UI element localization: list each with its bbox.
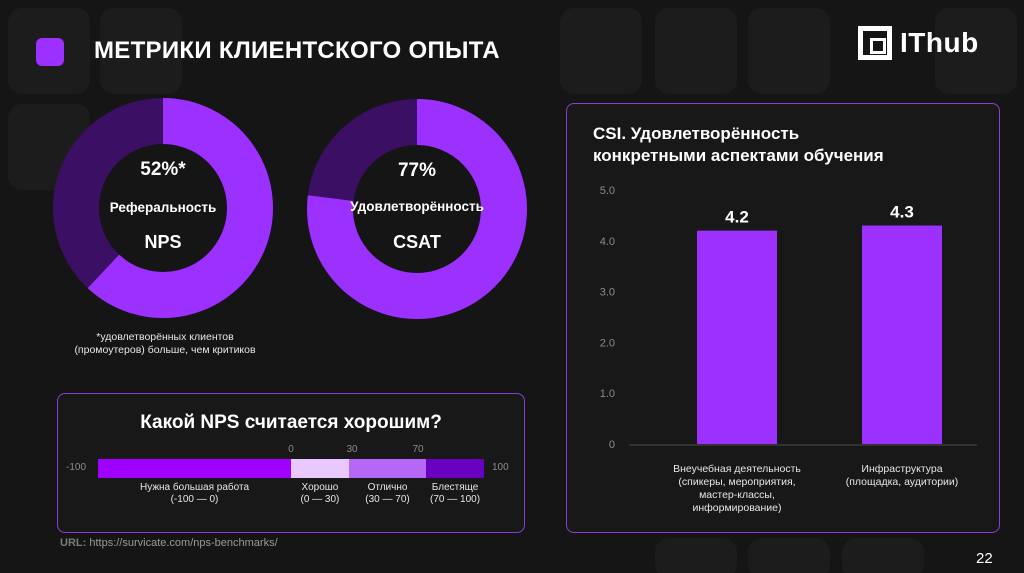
bar-2 [862, 225, 942, 444]
csi-chart-title: CSI. Удовлетворённость конкретными аспек… [593, 123, 993, 167]
title-accent-square [36, 38, 64, 66]
y-tick-label: 0 [609, 439, 615, 451]
caption-line: Отлично [367, 482, 408, 493]
category-label-line: Инфраструктура [861, 463, 942, 475]
csi-bar-chart: 0 1.0 2.0 3.0 4.0 5.0 4.2 Внеучебная деятельнос… [600, 185, 977, 514]
source-url-label: URL: [60, 537, 87, 549]
csi-chart-panel: CSI. Удовлетворённость конкретными аспек… [566, 103, 1000, 533]
footnote-line: (промоутеров) больше, чем критиков [74, 344, 256, 356]
category-label-line: (спикеры, мероприятия, [678, 476, 795, 488]
caption-line: Блестяще [431, 482, 479, 493]
nps-donut: 52%* Реферальность NPS [52, 97, 274, 319]
scale-min-label: -100 [66, 462, 87, 473]
scale-tick-30: 30 [346, 444, 358, 455]
caption-line: (30 — 70) [365, 494, 410, 505]
source-url-link[interactable]: https://survicate.com/nps-benchmarks/ [89, 537, 278, 549]
footnote-line: *удовлетворённых клиентов [96, 331, 234, 343]
bg-tile [560, 8, 642, 94]
y-tick-label: 2.0 [600, 337, 615, 349]
nps-footnote: *удовлетворённых клиентов (промоутеров) … [60, 331, 270, 357]
donut-value-arc [87, 98, 273, 318]
csat-metric: CSAT [393, 232, 441, 252]
nps-scale-title: Какой NPS считается хорошим? [140, 412, 442, 433]
source-url: URL: https://survicate.com/nps-benchmark… [60, 537, 278, 549]
page-title: МЕТРИКИ КЛИЕНТСКОГО ОПЫТА [94, 37, 500, 64]
nps-value: 52%* [140, 159, 186, 180]
caption-line: Хорошо [301, 482, 339, 493]
caption-line: Нужна большая работа [140, 482, 249, 493]
category-label-line: Внеучебная деятельность [673, 463, 801, 475]
bg-tile [100, 8, 182, 94]
category-label-line: информирование) [692, 502, 781, 514]
scale-caption-excellent: Отлично (30 — 70) [365, 482, 409, 506]
csat-value: 77% [397, 160, 437, 181]
bg-tile [842, 538, 924, 573]
scale-tick-0: 0 [288, 444, 294, 455]
category-label-line: мастер-классы, [699, 489, 775, 501]
bg-tile [655, 8, 737, 94]
nps-label: Реферальность [109, 200, 217, 215]
y-tick-label: 5.0 [600, 185, 615, 197]
logo-text: IThub [900, 27, 979, 58]
ithub-logo: IThub [858, 26, 979, 60]
data-label-1: 4.2 [725, 208, 749, 227]
scale-max-label: 100 [492, 462, 509, 473]
bg-tile [748, 8, 830, 94]
y-tick-label: 4.0 [600, 236, 615, 248]
bg-tile [655, 538, 737, 573]
bg-tile [748, 538, 830, 573]
bg-tile [935, 8, 1017, 94]
donut-value-arc [307, 99, 527, 319]
csat-donut-chart [307, 99, 527, 319]
data-label-2: 4.3 [890, 203, 914, 222]
caption-line: (70 — 100) [430, 494, 481, 505]
nps-metric: NPS [144, 232, 182, 252]
y-tick-label: 3.0 [600, 287, 615, 299]
csat-donut: 77% Удовлетворённость CSAT [306, 98, 528, 320]
caption-line: (-100 — 0) [170, 494, 219, 505]
chart-title-line: CSI. Удовлетворённость [593, 124, 800, 143]
caption-line: (0 — 30) [300, 494, 340, 505]
category-label-line: (площадка, аудитории) [846, 476, 959, 488]
scale-segment-excellent [348, 459, 427, 478]
scale-segment-brilliant [426, 459, 484, 478]
nps-donut-chart [53, 98, 273, 318]
scale-caption-good: Хорошо (0 — 30) [300, 482, 339, 506]
bar-1 [697, 230, 777, 444]
scale-caption-brilliant: Блестяще (70 — 100) [430, 482, 480, 506]
page-number: 22 [976, 550, 993, 567]
y-tick-label: 1.0 [600, 388, 615, 400]
nps-scale-panel: Какой NPS считается хорошим? -100 100 0 … [57, 393, 525, 533]
scale-tick-70: 70 [412, 444, 424, 455]
logo-square-icon [858, 26, 892, 60]
csat-label: Удовлетворённость [350, 199, 484, 214]
scale-segment-good [291, 459, 349, 478]
chart-title-line: конкретными аспектами обучения [593, 146, 884, 165]
scale-segment-needs-work [98, 459, 291, 478]
scale-caption-needs-work: Нужна большая работа (-100 — 0) [140, 482, 249, 506]
